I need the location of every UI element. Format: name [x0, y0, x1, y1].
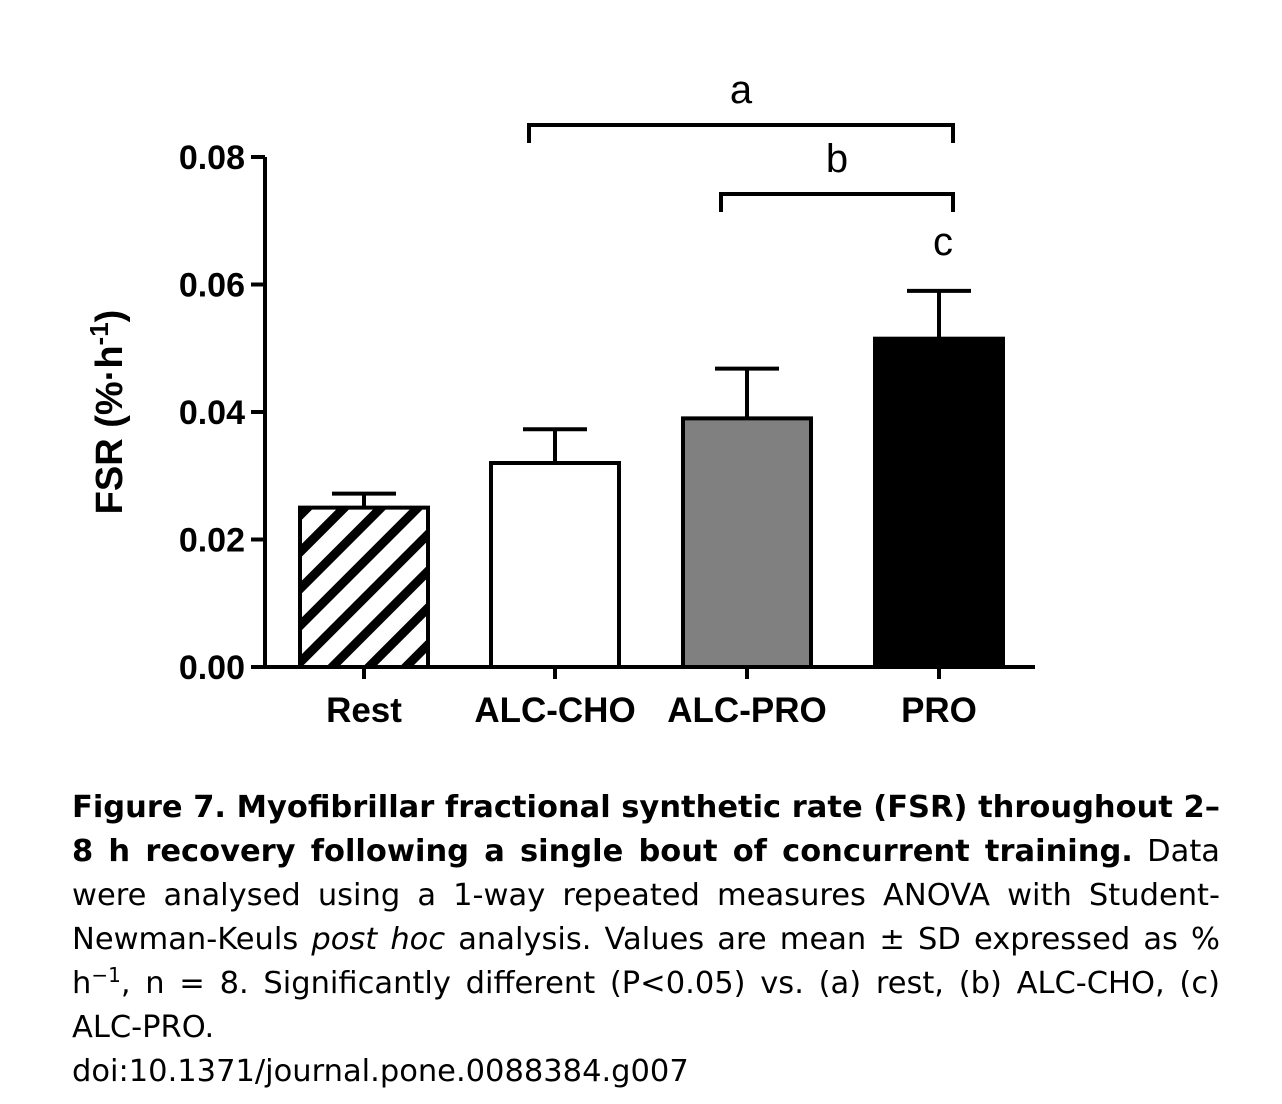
y-tick-label: 0.02 [179, 522, 245, 560]
y-tick-label: 0.04 [179, 394, 245, 432]
figure-caption: Figure 7. Myofibrillar fractional synthe… [72, 786, 1220, 1094]
plot-area: 0.00 0.02 0.04 0.06 0.08 Rest ALC-CHO ALC-PRO PR… [179, 68, 1035, 730]
bar-alc-pro [681, 416, 813, 669]
bar-pro [873, 336, 1005, 669]
caption-text-2: analysis. Values are mean ± SD expressed… [72, 922, 1220, 1001]
y-tick-label: 0.08 [179, 139, 245, 177]
significance-label-b: b [826, 137, 848, 181]
bar-chart: FSR (%·h-1) 0.00 0.02 0.04 0.06 0.08 Rest ALC-… [84, 68, 1035, 730]
bar-alc-cho [489, 461, 621, 669]
x-tick-label: ALC-CHO [474, 691, 635, 730]
y-tick-label: 0.00 [179, 649, 245, 687]
y-tick-label: 0.06 [179, 267, 245, 305]
significance-bracket-b [719, 192, 955, 212]
significance-label-a: a [730, 68, 753, 112]
significance-label-c: c [933, 220, 953, 264]
x-tick-label: Rest [326, 691, 402, 730]
caption-text-1: Data were analysed using a 1-way repeate… [72, 834, 1220, 957]
caption-sup: −1 [91, 962, 121, 987]
x-tick-label: PRO [901, 691, 977, 730]
caption-doi: doi:10.1371/journal.pone.0088384.g007 [72, 1054, 689, 1089]
significance-bracket-a [527, 123, 955, 143]
caption-title: Figure 7. Myofibrillar fractional synthe… [72, 790, 1220, 869]
caption-italic: post hoc [311, 922, 446, 957]
y-axis-title: FSR (%·h-1) [84, 310, 131, 515]
caption-text-3: , n = 8. Significantly different (P<0.05… [72, 966, 1220, 1045]
bar-rest [298, 505, 430, 669]
x-tick-label: ALC-PRO [667, 691, 826, 730]
